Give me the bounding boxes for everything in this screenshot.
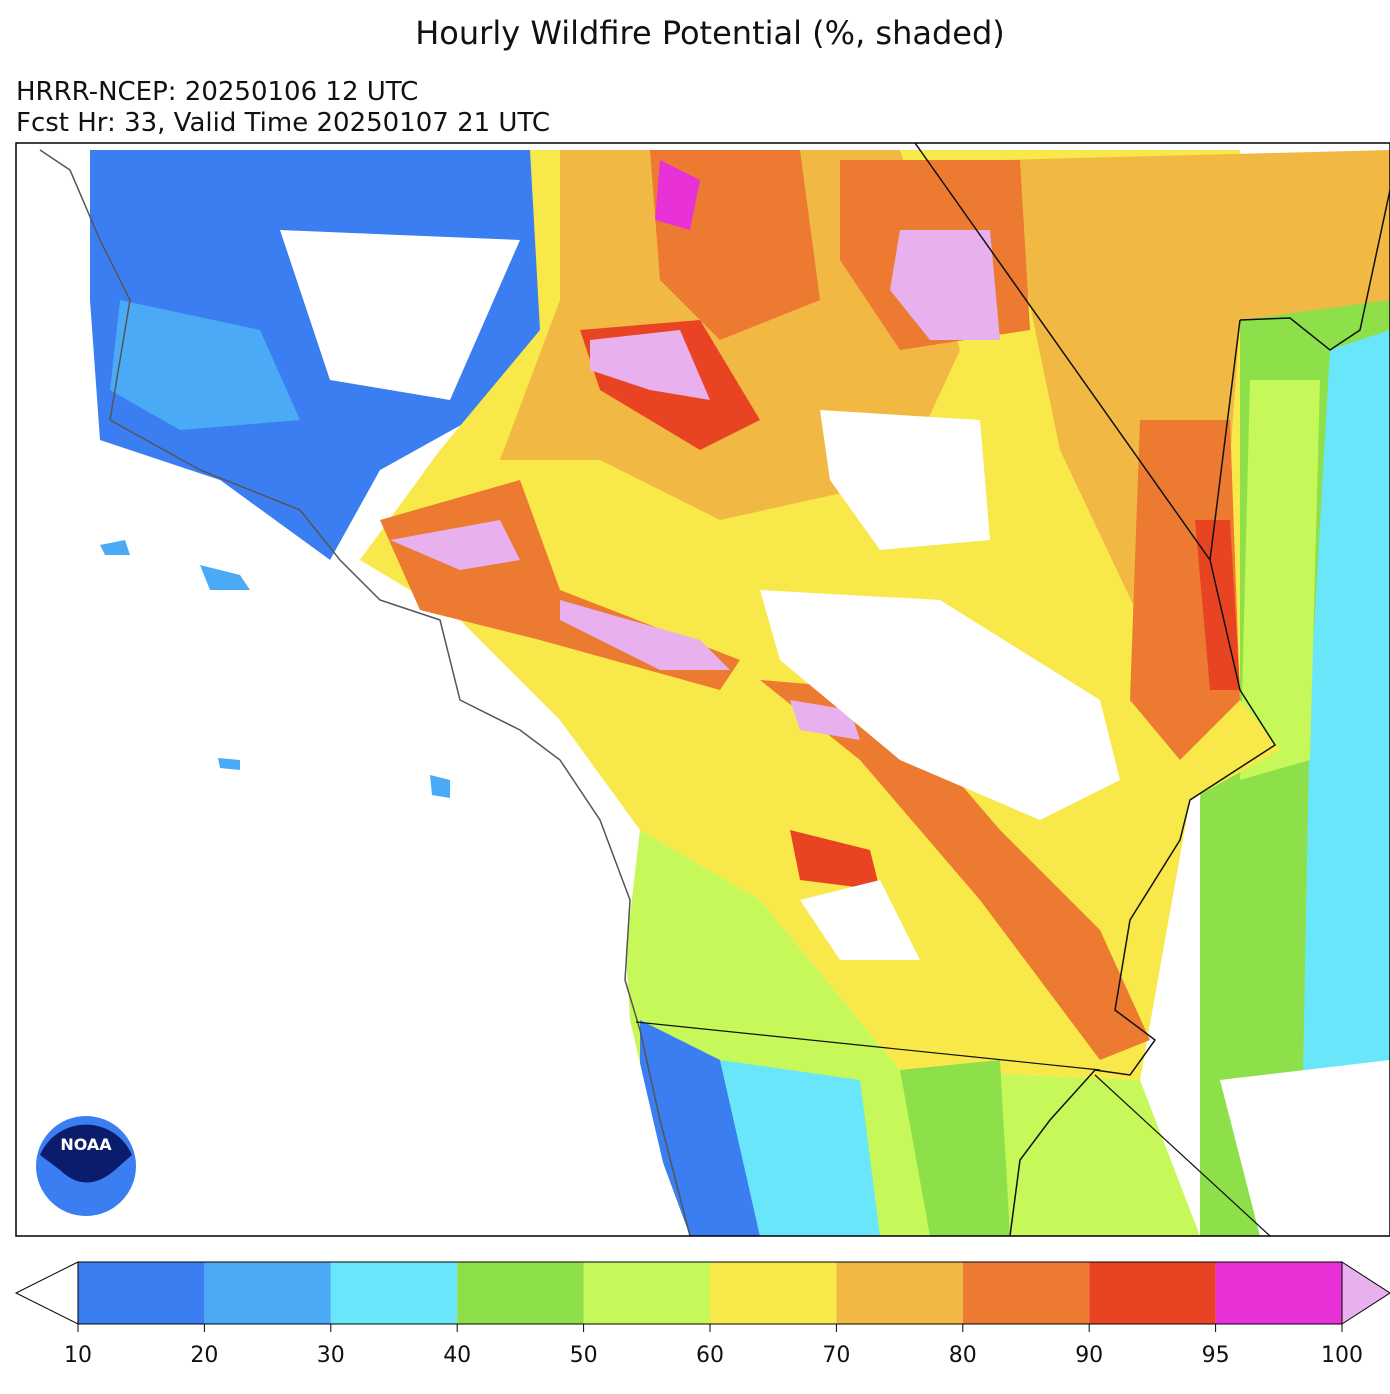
map (16, 143, 1390, 1236)
colorbar-segment (78, 1262, 205, 1324)
colorbar-segment (710, 1262, 837, 1324)
colorbar-segment (836, 1262, 963, 1324)
map-frame (15, 142, 1390, 1237)
colorbar-tick-label: 90 (1075, 1343, 1103, 1368)
colorbar-tick-label: 100 (1321, 1343, 1363, 1368)
colorbar-tick-label: 95 (1202, 1343, 1230, 1368)
colorbar-segment (1089, 1262, 1216, 1324)
colorbar-tick-label: 30 (317, 1343, 345, 1368)
title: Hourly Wildfire Potential (%, shaded) (415, 14, 1005, 52)
colorbar-segment (583, 1262, 710, 1324)
forecast-time: Fcst Hr: 33, Valid Time 20250107 21 UTC (16, 108, 550, 138)
colorbar-tick-label: 50 (570, 1343, 598, 1368)
colorbar-tick-label: 20 (190, 1343, 218, 1368)
colorbar-segment (962, 1262, 1090, 1324)
colorbar-tick-label: 40 (443, 1343, 471, 1368)
model-run: HRRR-NCEP: 20250106 12 UTC (16, 77, 418, 107)
colorbar-tick-label: 60 (696, 1343, 724, 1368)
colorbar-segment (330, 1262, 458, 1324)
colorbar-tick-label: 80 (949, 1343, 977, 1368)
colorbar-segment (204, 1262, 331, 1324)
colorbar-over (1341, 1261, 1390, 1325)
colorbar-segment (1215, 1262, 1342, 1324)
colorbar-tick-label: 10 (64, 1343, 92, 1368)
colorbar: 10 20 30 40 50 60 70 80 90 95 100 (14, 1261, 1390, 1368)
colorbar-under (14, 1261, 79, 1325)
colorbar-segment (457, 1262, 584, 1324)
logo-text: NOAA (60, 1135, 112, 1154)
colorbar-tick-label: 70 (822, 1343, 850, 1368)
noaa-logo: NOAA (36, 1116, 136, 1216)
